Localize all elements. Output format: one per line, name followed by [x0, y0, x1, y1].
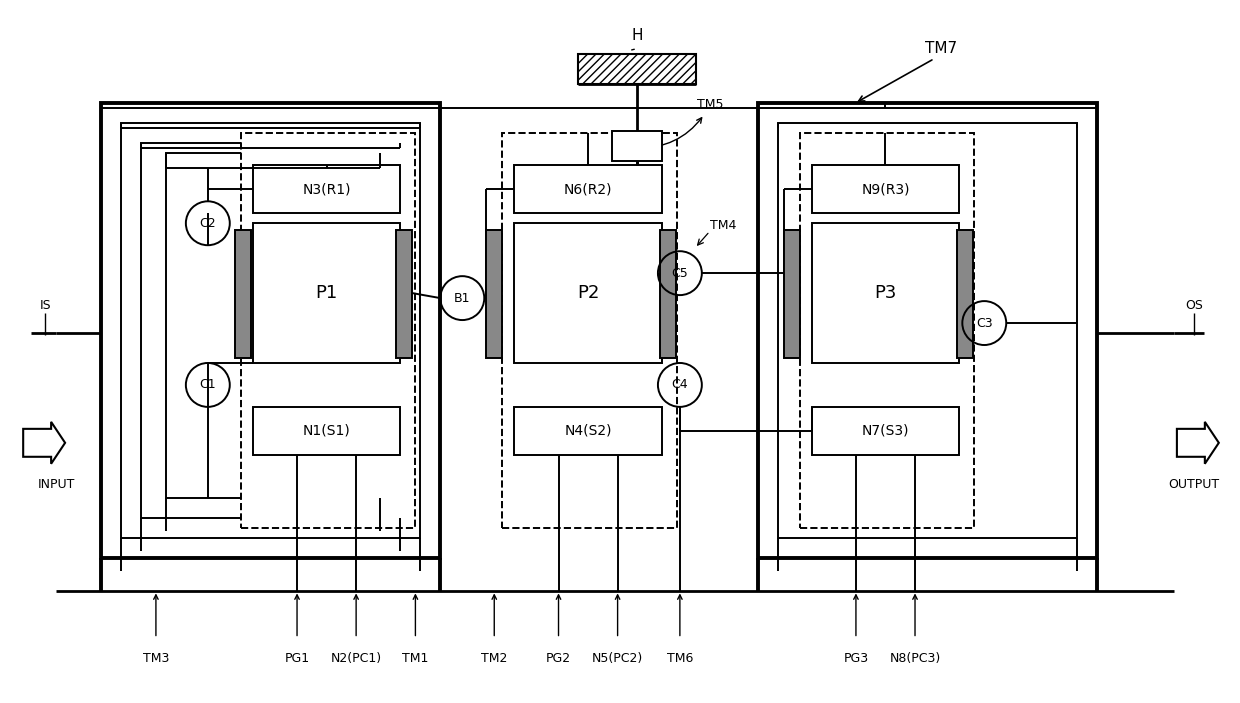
Text: TM7: TM7: [925, 41, 957, 56]
Bar: [253, 165, 401, 213]
Text: N3(R1): N3(R1): [303, 182, 351, 196]
Text: H: H: [631, 28, 642, 43]
Bar: [515, 165, 662, 213]
Text: OUTPUT: OUTPUT: [1168, 478, 1219, 491]
Bar: [578, 53, 696, 84]
Text: TM1: TM1: [402, 652, 429, 665]
Bar: [141, 143, 401, 517]
Text: N9(R3): N9(R3): [862, 182, 910, 196]
Bar: [502, 134, 677, 528]
Text: N6(R2): N6(R2): [564, 182, 613, 196]
Text: PG2: PG2: [546, 652, 572, 665]
FancyArrow shape: [1177, 422, 1219, 464]
Text: PG3: PG3: [843, 652, 868, 665]
Bar: [800, 134, 975, 528]
Text: TM3: TM3: [143, 652, 169, 665]
Bar: [241, 134, 415, 528]
Bar: [957, 231, 973, 358]
Bar: [758, 103, 1097, 557]
Text: TM4: TM4: [709, 219, 737, 232]
Text: P3: P3: [874, 284, 897, 302]
Bar: [515, 407, 662, 455]
FancyArrow shape: [24, 422, 64, 464]
Text: N5(PC2): N5(PC2): [591, 652, 644, 665]
Text: C4: C4: [672, 378, 688, 392]
Bar: [613, 131, 662, 162]
Bar: [812, 407, 960, 455]
Bar: [234, 231, 250, 358]
Bar: [397, 231, 413, 358]
Text: PG1: PG1: [284, 652, 310, 665]
Bar: [100, 103, 440, 557]
Bar: [660, 231, 676, 358]
Text: C1: C1: [200, 378, 216, 392]
Text: P1: P1: [315, 284, 337, 302]
Text: N4(S2): N4(S2): [564, 424, 611, 438]
Text: B1: B1: [454, 292, 470, 304]
Bar: [515, 224, 662, 363]
Bar: [253, 224, 401, 363]
Text: C3: C3: [976, 316, 992, 330]
Text: TM6: TM6: [667, 652, 693, 665]
Text: OS: OS: [1185, 299, 1203, 311]
Bar: [777, 124, 1078, 538]
Text: IS: IS: [40, 299, 51, 311]
Bar: [166, 153, 381, 498]
Bar: [812, 224, 960, 363]
Text: P2: P2: [577, 284, 599, 302]
Bar: [253, 407, 401, 455]
Text: N7(S3): N7(S3): [862, 424, 909, 438]
Text: C5: C5: [672, 266, 688, 280]
Text: INPUT: INPUT: [37, 478, 74, 491]
Bar: [784, 231, 800, 358]
Text: N8(PC3): N8(PC3): [889, 652, 941, 665]
Text: C2: C2: [200, 217, 216, 230]
Bar: [812, 165, 960, 213]
Text: TM5: TM5: [637, 98, 723, 148]
Text: TM2: TM2: [481, 652, 507, 665]
Text: N1(S1): N1(S1): [303, 424, 351, 438]
Bar: [122, 124, 420, 538]
Bar: [486, 231, 502, 358]
Text: N2(PC1): N2(PC1): [331, 652, 382, 665]
